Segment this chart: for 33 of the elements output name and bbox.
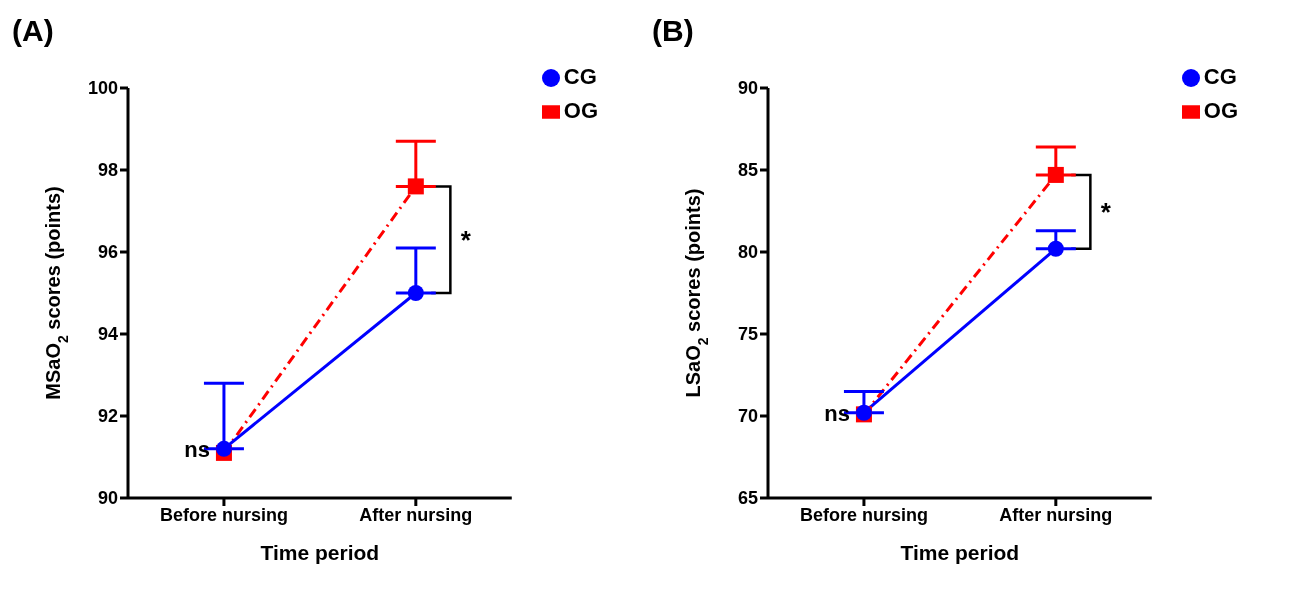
- annotation: ns: [824, 400, 850, 426]
- y-tick-label: 70: [737, 406, 758, 427]
- point: [1047, 166, 1064, 183]
- y-tick-label: 90: [737, 78, 758, 99]
- chart-title: (A): [12, 14, 54, 48]
- annotation: ns: [184, 436, 210, 462]
- legend-label: OG: [563, 98, 598, 123]
- y-tick-label: 94: [97, 324, 118, 345]
- point: [1047, 240, 1064, 257]
- annotation: *: [1100, 197, 1112, 228]
- y-tick-label: 90: [97, 488, 118, 509]
- x-tick-label: Before nursing: [799, 504, 928, 525]
- chart-title: (B): [652, 14, 694, 48]
- y-tick-label: 85: [737, 160, 758, 181]
- x-axis-title: Time period: [260, 541, 380, 564]
- x-tick-label: Before nursing: [159, 504, 288, 525]
- y-tick-label: 75: [737, 324, 758, 345]
- y-tick-label: 98: [97, 160, 118, 181]
- x-tick-label: After nursing: [999, 504, 1113, 525]
- y-tick-label: 100: [87, 78, 118, 99]
- point: [215, 440, 232, 457]
- legend-label: CG: [563, 64, 597, 89]
- x-tick-label: After nursing: [359, 504, 473, 525]
- legend-label: OG: [1203, 98, 1238, 123]
- x-axis-title: Time period: [900, 541, 1020, 564]
- y-tick-label: 92: [97, 406, 118, 427]
- point: [407, 285, 424, 301]
- y-tick-label: 80: [737, 242, 758, 263]
- point: [407, 178, 424, 195]
- legend-label: CG: [1203, 64, 1237, 89]
- annotation: *: [460, 224, 472, 255]
- y-tick-label: 65: [737, 488, 758, 509]
- y-tick-label: 96: [97, 242, 118, 263]
